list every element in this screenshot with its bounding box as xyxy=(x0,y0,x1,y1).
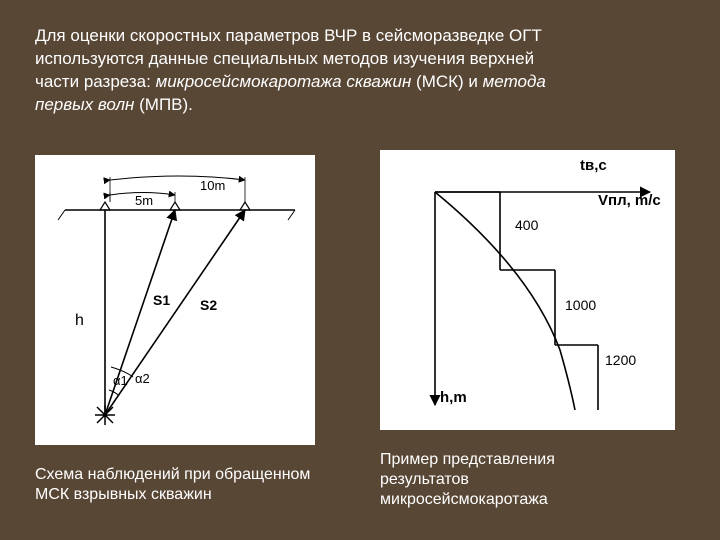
intro-l3d: метода xyxy=(483,72,546,91)
svg-text:400: 400 xyxy=(515,217,539,233)
intro-l2: используются данные специальных методов … xyxy=(35,49,534,68)
svg-text:S1: S1 xyxy=(153,292,170,308)
figure-left-svg: 5m 10m S1 S2 α1 α2 h xyxy=(35,155,315,445)
svg-text:10m: 10m xyxy=(200,178,225,193)
svg-text:Vпл, m/с: Vпл, m/с xyxy=(598,192,661,209)
svg-text:h,m: h,m xyxy=(440,389,467,406)
svg-text:α2: α2 xyxy=(135,371,150,386)
caption-left: Схема наблюдений при обращенном МСК взры… xyxy=(35,465,335,505)
figure-right: Vпл, m/с tв,с h,m 400 1000 1200 xyxy=(380,150,675,430)
svg-text:α1: α1 xyxy=(113,373,128,388)
svg-text:1200: 1200 xyxy=(605,352,636,368)
caption-right: Пример представления результатов микросе… xyxy=(380,450,640,510)
svg-text:h: h xyxy=(75,312,84,329)
intro-text: Для оценки скоростных параметров ВЧР в с… xyxy=(35,25,675,117)
intro-l3b: микросейсмокаротажа скважин xyxy=(156,72,412,91)
intro-l4b: (МПВ). xyxy=(134,95,193,114)
figure-left: 5m 10m S1 S2 α1 α2 h xyxy=(35,155,315,445)
svg-text:5m: 5m xyxy=(135,193,153,208)
figure-right-svg: Vпл, m/с tв,с h,m 400 1000 1200 xyxy=(380,150,675,430)
svg-text:S2: S2 xyxy=(200,297,217,313)
intro-l3c: (МСК) и xyxy=(411,72,482,91)
intro-l4a: первых волн xyxy=(35,95,134,114)
svg-text:1000: 1000 xyxy=(565,297,596,313)
intro-l1: Для оценки скоростных параметров ВЧР в с… xyxy=(35,26,542,45)
svg-text:tв,с: tв,с xyxy=(580,157,607,174)
intro-l3a: части разреза: xyxy=(35,72,156,91)
